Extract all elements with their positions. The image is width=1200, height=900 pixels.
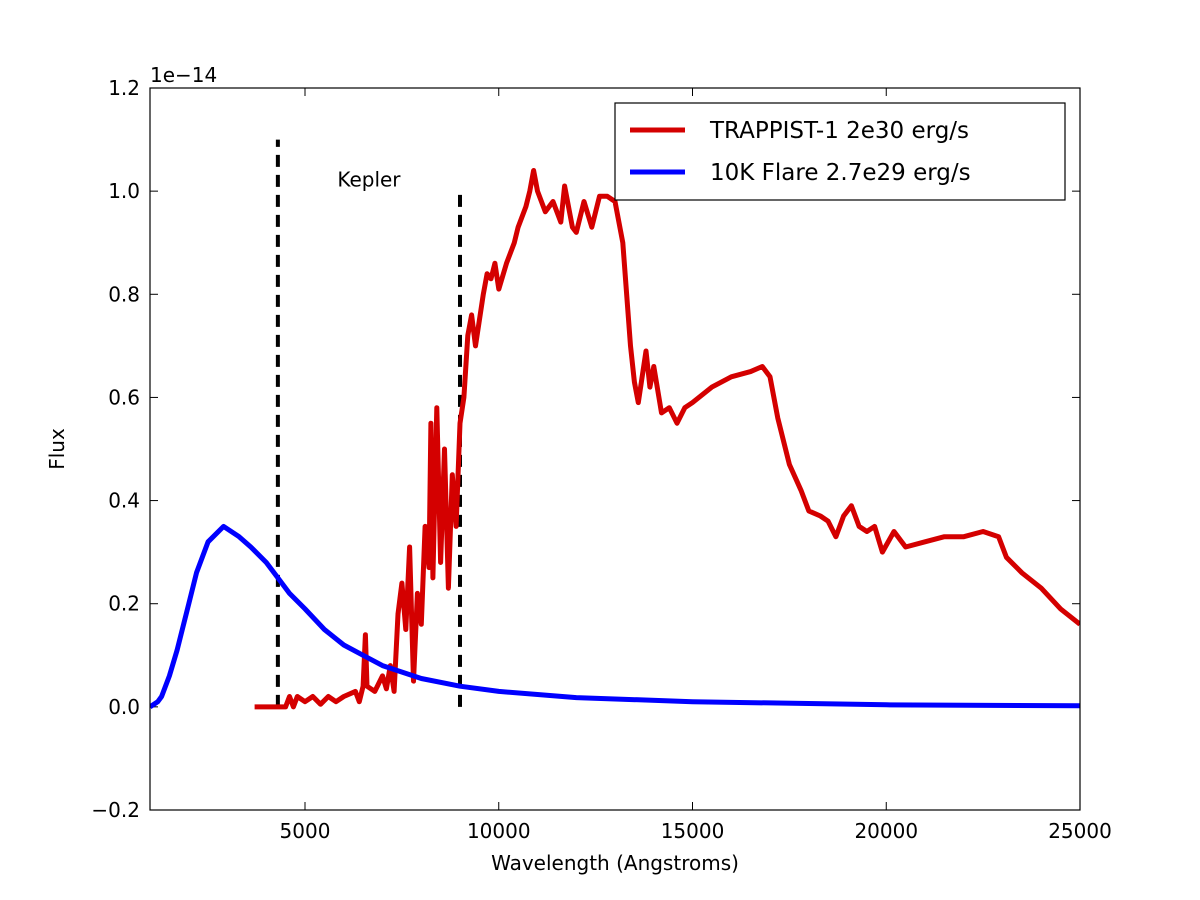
y-tick-label: 1.0: [108, 179, 140, 203]
series-line: [150, 523, 1080, 709]
y-tick-label: 0.6: [108, 385, 140, 409]
y-tick-label: 0.4: [108, 489, 140, 513]
series-line: [254, 168, 1080, 710]
y-tick-label: 0.0: [108, 695, 140, 719]
y-tick-label: −0.2: [91, 798, 140, 822]
x-tick-label: 20000: [854, 819, 918, 843]
x-axis-label: Wavelength (Angstroms): [491, 851, 739, 875]
plot-frame: [149, 87, 1081, 811]
x-tick-label: 10000: [467, 819, 531, 843]
annotation: Kepler: [337, 168, 401, 192]
y-tick-label: 0.2: [108, 592, 140, 616]
y-tick-label: 0.8: [108, 282, 140, 306]
legend-label: 10K Flare 2.7e29 erg/s: [710, 160, 971, 186]
x-tick-label: 5000: [280, 819, 331, 843]
y-offset-label: 1e−14: [150, 63, 217, 87]
legend-box: [614, 102, 1066, 201]
x-tick-label: 25000: [1048, 819, 1112, 843]
x-tick-label: 15000: [661, 819, 725, 843]
y-tick-label: 1.2: [108, 76, 140, 100]
legend-label: TRAPPIST-1 2e30 erg/s: [709, 118, 969, 144]
y-axis-label: Flux: [45, 428, 69, 470]
